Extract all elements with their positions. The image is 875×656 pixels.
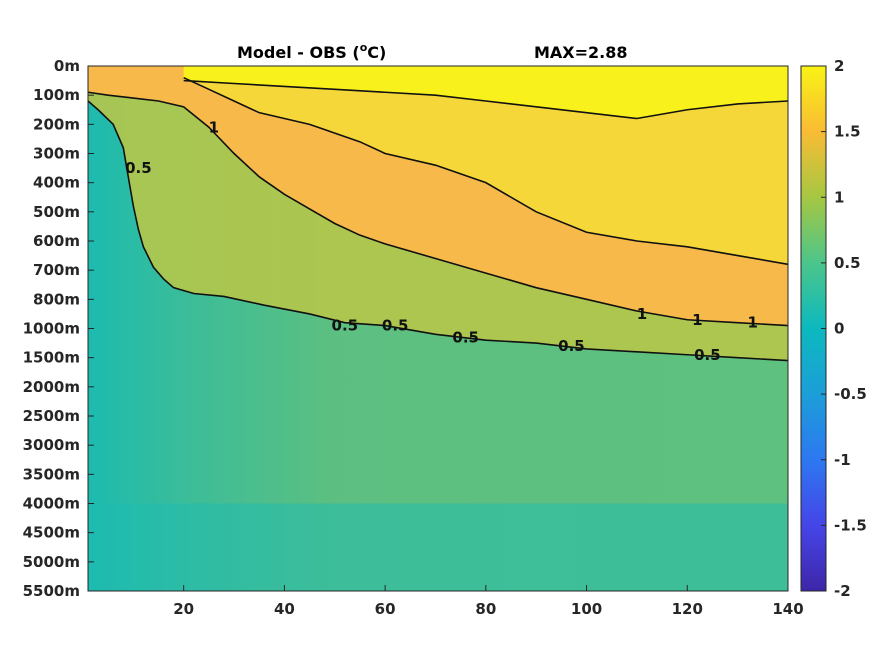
colorbar-ticks: 2 1.5 1 0.5 0 -0.5 -1 -1.5 -2 [821,57,867,600]
y-tick-label: 5500m [23,582,80,600]
contour-label: 0.5 [558,337,585,355]
x-tick-label: 100 [571,600,602,618]
contour-label: 0.5 [382,317,409,335]
y-tick-label: 3500m [23,465,80,483]
x-tick-label: 60 [375,600,396,618]
colorbar-tick-label: -1 [834,451,851,469]
contour-label: 0.5 [332,317,359,335]
y-tick-label: 700m [33,261,80,279]
x-axis: 20 40 60 80 100 120 140 [173,585,804,618]
y-tick-label: 1000m [23,320,80,338]
colorbar-tick-label: 2 [834,57,844,75]
heatmap-field [88,66,788,591]
colorbar-tick-label: 1.5 [834,123,861,141]
y-tick-label: 800m [33,290,80,308]
y-tick-label: 1500m [23,349,80,367]
contour-label: 1 [692,311,702,329]
contour-0_5 [88,100,788,362]
x-tick-label: 20 [173,600,194,618]
contour-label: 1 [748,314,758,332]
y-axis: 0m 100m 200m 300m 400m 500m 600m 700m 800m 1000m 1… [23,57,94,600]
contour-label: 0.5 [694,346,721,364]
colorbar-tick-label: 1 [834,188,844,206]
colorbar-tick-label: -0.5 [834,385,867,403]
y-tick-label: 400m [33,174,80,192]
x-tick-label: 80 [475,600,496,618]
max-label: MAX=2.88 [534,43,628,62]
y-tick-label: 200m [33,115,80,133]
title-unit-degree: o [360,41,368,54]
colorbar-tick-label: 0.5 [834,254,861,272]
y-tick-label: 300m [33,145,80,163]
y-tick-label: 500m [33,203,80,221]
contour-label: 1 [209,118,219,136]
title-unit-tail: C) [367,43,386,62]
y-tick-label: 4000m [23,495,80,513]
colorbar-tick-label: 0 [834,320,844,338]
y-tick-label: 3000m [23,436,80,454]
x-tick-label: 140 [772,600,803,618]
contour-label: 0.5 [125,159,152,177]
contour-1 [88,91,788,327]
colorbar-tick-label: -1.5 [834,516,867,534]
y-tick-label: 4500m [23,524,80,542]
y-tick-label: 100m [33,86,80,104]
contour-label: 0.5 [452,328,479,346]
band-above-2 [183,66,788,119]
colorbar-tick-label: -2 [834,582,851,600]
chart-title: Model - OBS (oC) [237,41,386,62]
contour-labels: 0.5 0.5 0.5 0.5 0.5 1 1 1 1 0.5 [125,118,758,364]
x-tick-label: 120 [672,600,703,618]
contour-label: 1 [637,305,647,323]
y-tick-label: 0m [54,57,80,75]
contour-lines [88,76,788,362]
x-tick-label: 40 [274,600,295,618]
contour-1_5 [183,76,788,266]
y-tick-label: 2000m [23,378,80,396]
field-bottom [88,503,788,591]
y-tick-label: 600m [33,232,80,250]
contour-2 [183,79,788,120]
y-tick-label: 2500m [23,407,80,425]
y-tick-label: 5000m [23,553,80,571]
